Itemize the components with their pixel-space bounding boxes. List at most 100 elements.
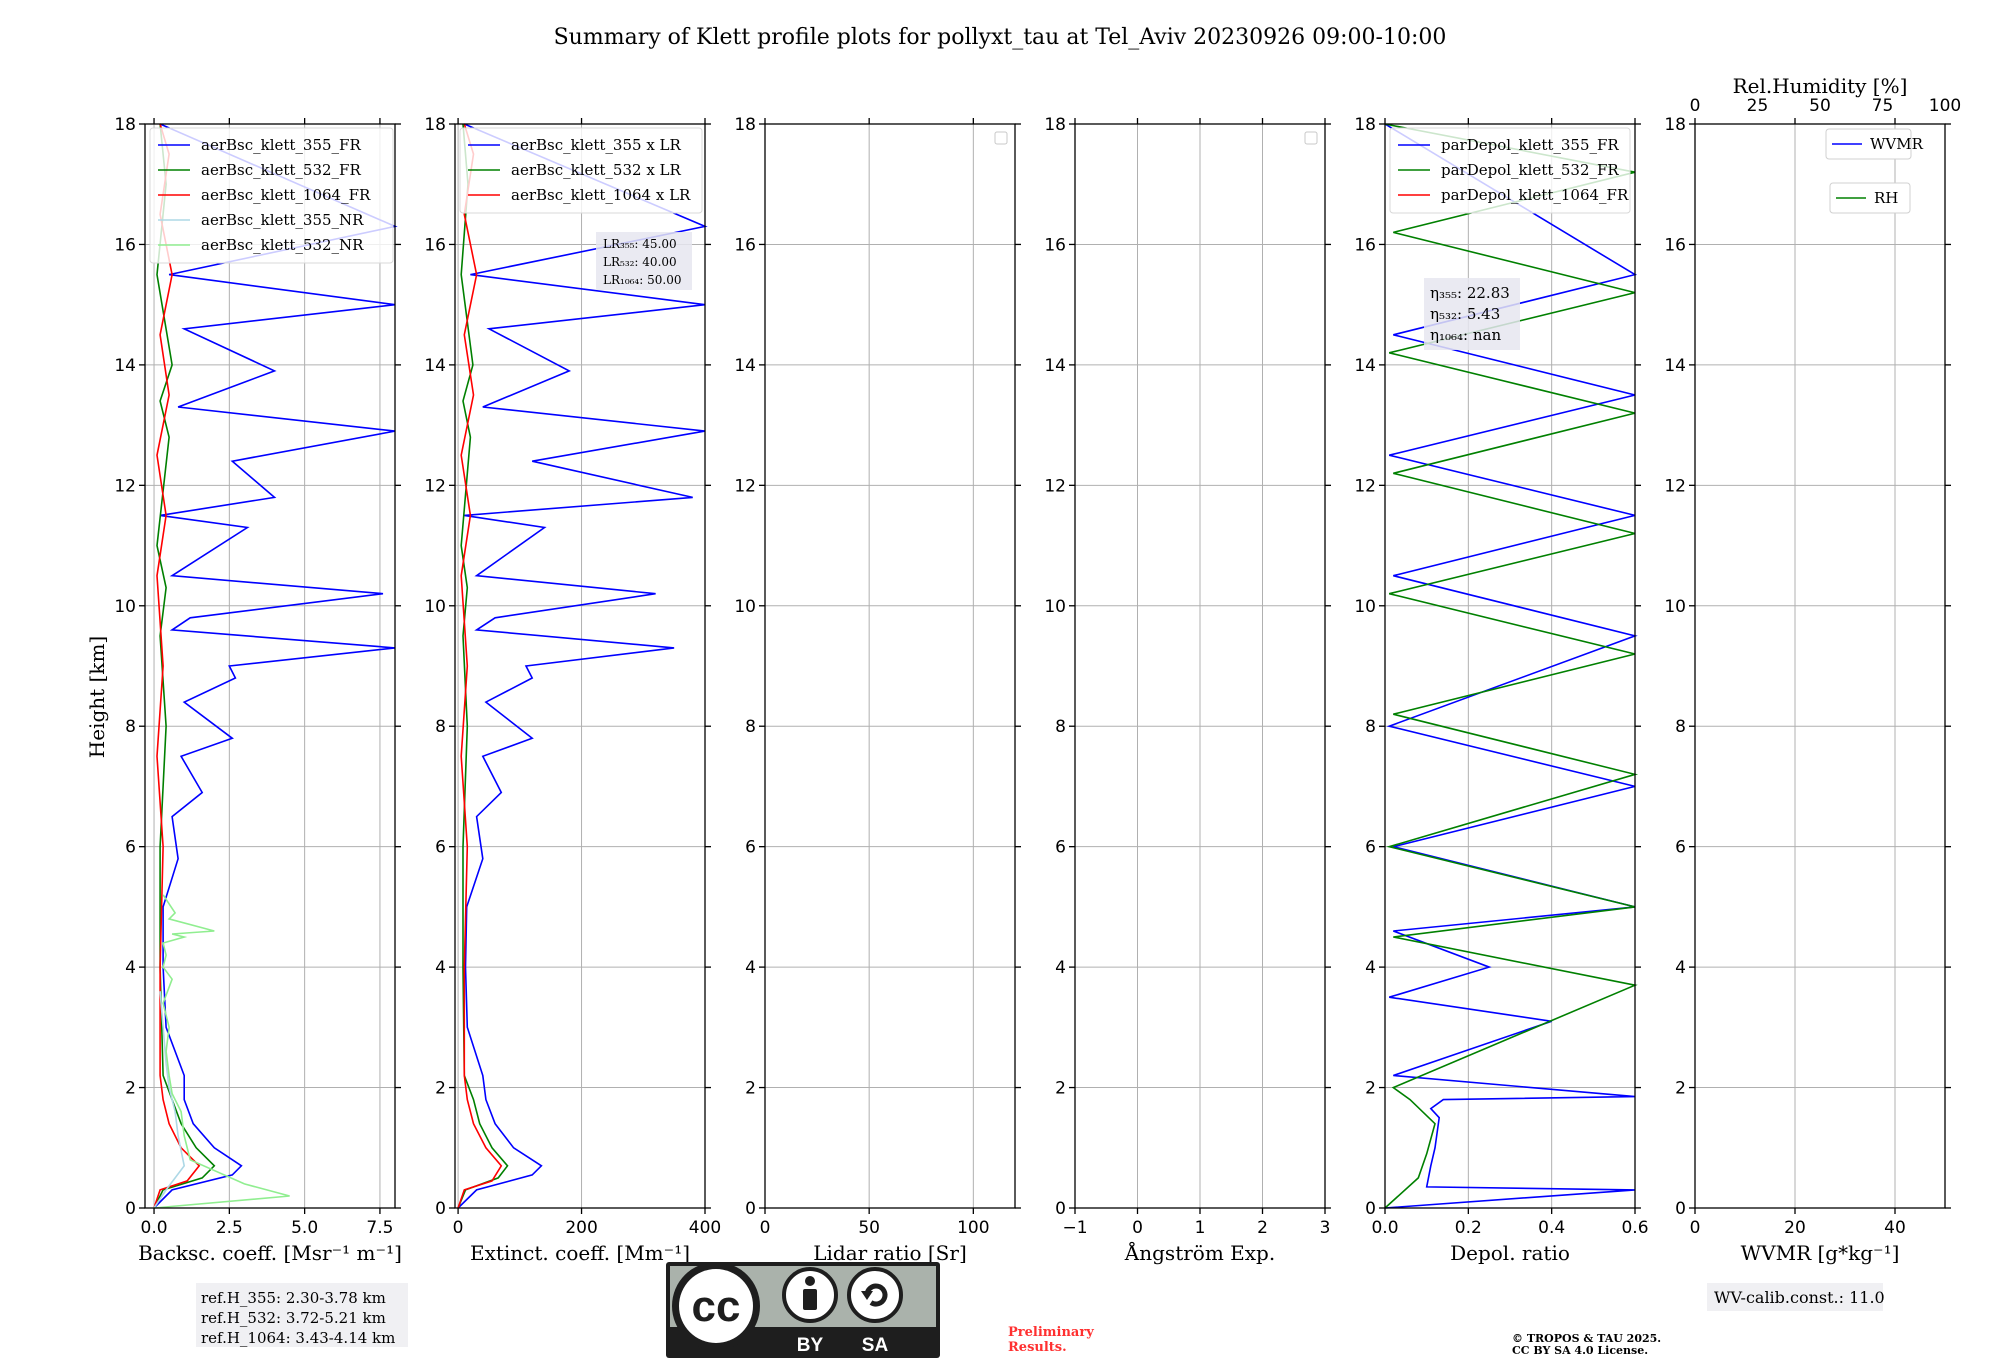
x-tick-label: 1 <box>1195 1218 1206 1238</box>
x-tick-label: 0 <box>760 1218 771 1238</box>
x-tick-label: 2.5 <box>216 1218 243 1238</box>
y-tick-label: 8 <box>1365 717 1376 737</box>
legend-label: aerBsc_klett_532_NR <box>201 236 364 254</box>
y-tick-label: 8 <box>1675 717 1686 737</box>
y-tick-label: 2 <box>125 1079 136 1099</box>
y-tick-label: 0 <box>745 1199 756 1219</box>
x-tick-label: 0 <box>453 1218 464 1238</box>
y-tick-label: 6 <box>745 838 756 858</box>
lidar-ratio-annotation: LR₃₅₅: 45.00 LR₅₃₂: 40.00 LR₁₀₆₄: 50.00 <box>596 232 692 290</box>
panel-backscatter: 0 2 4 6 8 10 12 14 16 18 0.0 2.5 5.0 7.5 Backsc. coeff… <box>114 115 402 1265</box>
x-tick-label: 50 <box>858 1218 880 1238</box>
legend-label: aerBsc_klett_532_FR <box>201 161 361 179</box>
x-tick-label: 5.0 <box>291 1218 318 1238</box>
y-tick-label: 12 <box>424 476 446 496</box>
wv-calibration-text: WV-calib.const.: 11.0 <box>1714 1288 1885 1307</box>
x-tick-label: 0 <box>1690 1218 1701 1238</box>
y-tick-label: 14 <box>1354 356 1376 376</box>
y-tick-label: 18 <box>424 115 446 135</box>
x-tick-label: 0.0 <box>141 1218 168 1238</box>
y-tick-label: 18 <box>1044 115 1066 135</box>
y-tick-label: 8 <box>745 717 756 737</box>
top-x-axis-label: Rel.Humidity [%] <box>1733 74 1908 98</box>
x-tick-label: 0.2 <box>1455 1218 1482 1238</box>
series-line-aerBsc_klett_1064 x LR <box>457 123 503 1209</box>
y-tick-label: 18 <box>1664 115 1686 135</box>
x-tick-label: 0.0 <box>1371 1218 1398 1238</box>
top-x-tick-label: 50 <box>1809 96 1831 116</box>
y-tick-label: 2 <box>745 1079 756 1099</box>
y-tick-label: 10 <box>424 597 446 617</box>
y-tick-label: 12 <box>114 476 136 496</box>
series-line-aerBsc_klett_355 x LR <box>457 123 708 1209</box>
y-tick-label: 4 <box>1055 958 1066 978</box>
top-x-tick-label: 100 <box>1929 96 1961 116</box>
y-tick-label: 18 <box>114 115 136 135</box>
top-x-tick-label: 25 <box>1747 96 1769 116</box>
series-line-aerBsc_klett_355_NR <box>153 991 186 1209</box>
y-tick-label: 2 <box>1365 1079 1376 1099</box>
panel-extinction: 0 2 4 6 8 10 12 14 16 18 0 200 400 Extinct. coeff. [M… <box>424 115 721 1265</box>
y-tick-label: 6 <box>1365 838 1376 858</box>
legend-label: aerBsc_klett_1064_FR <box>201 186 371 204</box>
y-tick-label: 16 <box>1354 235 1376 255</box>
copyright-line1: © TROPOS & TAU 2025. <box>1512 1332 1661 1345</box>
y-tick-label: 12 <box>1044 476 1066 496</box>
x-tick-label: 0 <box>1132 1218 1143 1238</box>
series-line-aerBsc_klett_532 x LR <box>457 123 509 1209</box>
y-tick-label: 16 <box>734 235 756 255</box>
x-tick-label: 0.6 <box>1621 1218 1648 1238</box>
y-tick-label: 10 <box>114 597 136 617</box>
y-tick-label: 14 <box>114 356 136 376</box>
y-tick-label: 16 <box>114 235 136 255</box>
y-tick-label: 10 <box>1354 597 1376 617</box>
preliminary-line1: Preliminary <box>1008 1325 1094 1340</box>
y-tick-label: 8 <box>1055 717 1066 737</box>
x-axis-label: Ångström Exp. <box>1124 1240 1275 1265</box>
legend-label: parDepol_klett_532_FR <box>1441 161 1619 179</box>
panel-depolarization: 0 2 4 6 8 10 12 14 16 18 0.0 0.2 0.4 0.6 Depol. ratio p… <box>1354 115 1648 1265</box>
x-axis-label: WVMR [g*kg⁻¹] <box>1741 1241 1900 1265</box>
axes-frame <box>764 123 1016 1209</box>
series-line-aerBsc_klett_1064_FR <box>153 123 201 1209</box>
y-tick-label: 6 <box>125 838 136 858</box>
figure-title: Summary of Klett profile plots for polly… <box>554 25 1447 50</box>
x-tick-label: 200 <box>565 1218 597 1238</box>
y-tick-label: 0 <box>1365 1199 1376 1219</box>
sa-label: SA <box>862 1335 889 1356</box>
legend-box <box>1829 182 1911 214</box>
lr532-text: LR₅₃₂: 40.00 <box>603 255 677 269</box>
y-tick-label: 16 <box>1044 235 1066 255</box>
legend-box <box>459 127 703 214</box>
x-tick-label: 100 <box>957 1218 989 1238</box>
y-tick-label: 0 <box>1055 1199 1066 1219</box>
y-tick-label: 12 <box>1354 476 1376 496</box>
x-tick-label: 20 <box>1784 1218 1806 1238</box>
legend-label: parDepol_klett_1064_FR <box>1441 186 1629 204</box>
y-tick-label: 16 <box>1664 235 1686 255</box>
legend-label: WVMR <box>1870 135 1924 153</box>
series-line-aerBsc_klett_532_NR <box>153 894 290 1209</box>
y-tick-label: 4 <box>435 958 446 978</box>
copyright-line2: CC BY SA 4.0 License. <box>1512 1344 1648 1357</box>
y-tick-label: 18 <box>1354 115 1376 135</box>
y-tick-label: 2 <box>1055 1079 1066 1099</box>
x-tick-label: 40 <box>1884 1218 1906 1238</box>
legend-label: aerBsc_klett_355_NR <box>201 211 364 229</box>
axes-frame <box>144 123 396 1209</box>
legend-box <box>149 127 394 264</box>
y-axis-label: Height [km] <box>85 636 109 758</box>
x-axis-label: Depol. ratio <box>1450 1241 1570 1265</box>
eta-annotation: η₃₅₅: 22.83 η₅₃₂: 5.43 η₁₀₆₄: nan <box>1424 278 1520 350</box>
x-tick-label: 0.4 <box>1538 1218 1565 1238</box>
x-tick-label: 2 <box>1257 1218 1268 1238</box>
x-tick-label: 400 <box>689 1218 721 1238</box>
y-tick-label: 4 <box>745 958 756 978</box>
y-tick-label: 6 <box>1055 838 1066 858</box>
preliminary-line2: Results. <box>1008 1340 1067 1355</box>
y-tick-label: 6 <box>1675 838 1686 858</box>
y-tick-label: 8 <box>435 717 446 737</box>
y-tick-label: 12 <box>734 476 756 496</box>
